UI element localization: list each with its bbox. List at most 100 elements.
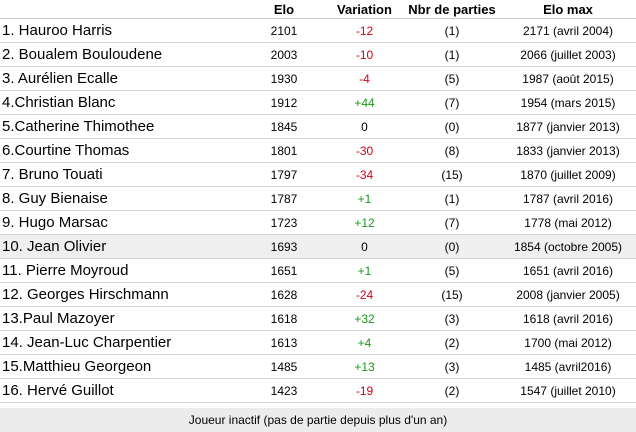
variation-value: +1 <box>325 258 404 283</box>
table-row: 12. Georges Hirschmann 1628 -24 (15) 2008 (j… <box>0 282 636 307</box>
elo-value: 1628 <box>243 282 325 307</box>
variation-value: -4 <box>325 66 404 91</box>
elo-max-value: 1778 (mai 2012) <box>500 210 636 235</box>
elo-max-value: 2171 (avril 2004) <box>500 18 636 43</box>
variation-value: +12 <box>325 210 404 235</box>
games-count: (3) <box>404 354 500 379</box>
variation-value: -30 <box>325 138 404 163</box>
player-name: 4.Christian Blanc <box>0 90 243 115</box>
elo-value: 1651 <box>243 258 325 283</box>
games-count: (5) <box>404 66 500 91</box>
games-count: (7) <box>404 90 500 115</box>
elo-max-value: 1651 (avril 2016) <box>500 258 636 283</box>
player-name: 12. Georges Hirschmann <box>0 282 243 307</box>
header-games: Nbr de parties <box>404 0 500 19</box>
elo-ranking-table: Elo Variation Nbr de parties Elo max 1. … <box>0 0 636 403</box>
elo-value: 2003 <box>243 42 325 67</box>
variation-value: -10 <box>325 42 404 67</box>
games-count: (1) <box>404 42 500 67</box>
table-row: 4.Christian Blanc 1912 +44 (7) 1954 (mars 20… <box>0 90 636 115</box>
elo-max-value: 1700 (mai 2012) <box>500 330 636 355</box>
player-name: 6.Courtine Thomas <box>0 138 243 163</box>
variation-value: -24 <box>325 282 404 307</box>
games-count: (1) <box>404 186 500 211</box>
elo-max-value: 1870 (juillet 2009) <box>500 162 636 187</box>
table-row: 1. Hauroo Harris 2101 -12 (1) 2171 (avril 20… <box>0 18 636 43</box>
elo-value: 1693 <box>243 234 325 259</box>
table-row: 8. Guy Bienaise 1787 +1 (1) 1787 (avril 2016… <box>0 186 636 211</box>
elo-max-value: 1787 (avril 2016) <box>500 186 636 211</box>
variation-value: -12 <box>325 18 404 43</box>
table-row: 14. Jean-Luc Charpentier 1613 +4 (2) 1700 (m… <box>0 330 636 355</box>
elo-max-value: 1877 (janvier 2013) <box>500 114 636 139</box>
games-count: (3) <box>404 306 500 331</box>
elo-max-value: 1854 (octobre 2005) <box>500 234 636 259</box>
table-row: 15.Matthieu Georgeon 1485 +13 (3) 1485 (avri… <box>0 354 636 379</box>
player-name: 15.Matthieu Georgeon <box>0 354 243 379</box>
elo-value: 1912 <box>243 90 325 115</box>
player-name: 5.Catherine Thimothee <box>0 114 243 139</box>
header-elo: Elo <box>243 0 325 19</box>
table-row: 16. Hervé Guillot 1423 -19 (2) 1547 (juillet… <box>0 378 636 403</box>
games-count: (15) <box>404 282 500 307</box>
elo-value: 1797 <box>243 162 325 187</box>
games-count: (7) <box>404 210 500 235</box>
variation-value: 0 <box>325 234 404 259</box>
table-row: 6.Courtine Thomas 1801 -30 (8) 1833 (janvier… <box>0 138 636 163</box>
player-name: 16. Hervé Guillot <box>0 378 243 403</box>
variation-value: -34 <box>325 162 404 187</box>
table-row: 10. Jean Olivier 1693 0 (0) 1854 (octobre 20… <box>0 234 636 259</box>
table-row: 3. Aurélien Ecalle 1930 -4 (5) 1987 (août 20… <box>0 66 636 91</box>
header-row: Elo Variation Nbr de parties Elo max <box>0 0 636 19</box>
player-name: 10. Jean Olivier <box>0 234 243 259</box>
header-elo-max: Elo max <box>500 0 636 19</box>
elo-max-value: 1954 (mars 2015) <box>500 90 636 115</box>
variation-value: +1 <box>325 186 404 211</box>
header-player <box>0 0 243 19</box>
player-name: 2. Boualem Bouloudene <box>0 42 243 67</box>
elo-value: 2101 <box>243 18 325 43</box>
games-count: (2) <box>404 378 500 403</box>
games-count: (2) <box>404 330 500 355</box>
games-count: (0) <box>404 234 500 259</box>
table-row: 7. Bruno Touati 1797 -34 (15) 1870 (juillet … <box>0 162 636 187</box>
elo-value: 1801 <box>243 138 325 163</box>
header-variation: Variation <box>325 0 404 19</box>
table-row: 11. Pierre Moyroud 1651 +1 (5) 1651 (avril 2… <box>0 258 636 283</box>
elo-max-value: 2008 (janvier 2005) <box>500 282 636 307</box>
table-row: 9. Hugo Marsac 1723 +12 (7) 1778 (mai 2012) <box>0 210 636 235</box>
table-body: 1. Hauroo Harris 2101 -12 (1) 2171 (avril 20… <box>0 18 636 403</box>
table-row: 2. Boualem Bouloudene 2003 -10 (1) 2066 (jui… <box>0 42 636 67</box>
variation-value: +4 <box>325 330 404 355</box>
table-header: Elo Variation Nbr de parties Elo max <box>0 0 636 19</box>
elo-value: 1723 <box>243 210 325 235</box>
variation-value: +44 <box>325 90 404 115</box>
variation-value: +13 <box>325 354 404 379</box>
elo-max-value: 1547 (juillet 2010) <box>500 378 636 403</box>
player-name: 11. Pierre Moyroud <box>0 258 243 283</box>
elo-value: 1485 <box>243 354 325 379</box>
variation-value: +32 <box>325 306 404 331</box>
player-name: 9. Hugo Marsac <box>0 210 243 235</box>
player-name: 7. Bruno Touati <box>0 162 243 187</box>
variation-value: 0 <box>325 114 404 139</box>
elo-max-value: 1987 (août 2015) <box>500 66 636 91</box>
table-row: 5.Catherine Thimothee 1845 0 (0) 1877 (janvi… <box>0 114 636 139</box>
elo-max-value: 1618 (avril 2016) <box>500 306 636 331</box>
games-count: (0) <box>404 114 500 139</box>
player-name: 13.Paul Mazoyer <box>0 306 243 331</box>
elo-max-value: 2066 (juillet 2003) <box>500 42 636 67</box>
games-count: (1) <box>404 18 500 43</box>
table-row: 13.Paul Mazoyer 1618 +32 (3) 1618 (avril 201… <box>0 306 636 331</box>
player-name: 1. Hauroo Harris <box>0 18 243 43</box>
elo-max-value: 1833 (janvier 2013) <box>500 138 636 163</box>
elo-value: 1613 <box>243 330 325 355</box>
games-count: (15) <box>404 162 500 187</box>
elo-value: 1787 <box>243 186 325 211</box>
games-count: (5) <box>404 258 500 283</box>
elo-value: 1845 <box>243 114 325 139</box>
player-name: 14. Jean-Luc Charpentier <box>0 330 243 355</box>
player-name: 8. Guy Bienaise <box>0 186 243 211</box>
player-name: 3. Aurélien Ecalle <box>0 66 243 91</box>
elo-value: 1930 <box>243 66 325 91</box>
